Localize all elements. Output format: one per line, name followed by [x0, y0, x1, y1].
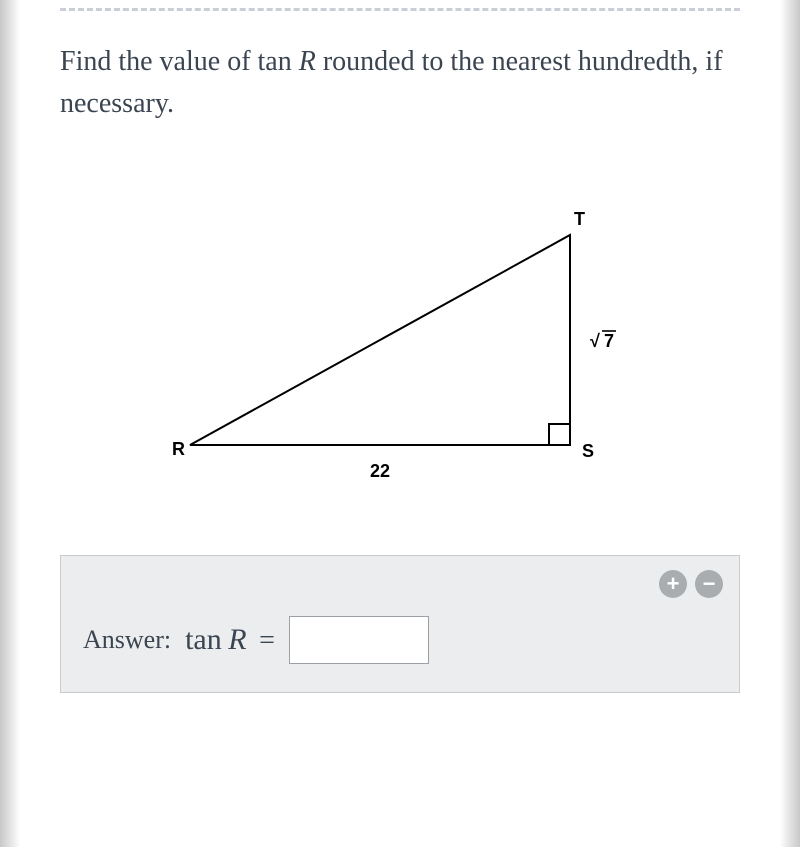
- triangle-shape: [190, 235, 570, 445]
- question-text: Find the value of tan R rounded to the n…: [60, 41, 740, 125]
- vertex-T-label: T: [574, 209, 585, 229]
- section-divider: [60, 8, 740, 11]
- svg-text:√: √: [590, 331, 600, 351]
- triangle-figure: R T S 22 √ 7: [150, 165, 650, 505]
- side-RS-label: 22: [370, 461, 390, 481]
- answer-box: + − Answer: tan R =: [60, 555, 740, 693]
- right-angle-marker: [549, 424, 570, 445]
- answer-equals: =: [259, 625, 275, 656]
- answer-line: Answer: tan R =: [83, 616, 717, 664]
- answer-fn: tan: [185, 623, 222, 656]
- answer-label: Answer:: [83, 625, 171, 655]
- vertex-S-label: S: [582, 441, 594, 461]
- question-var: R: [299, 46, 316, 77]
- minus-icon[interactable]: −: [695, 570, 723, 598]
- question-prefix: Find the value of: [60, 46, 258, 77]
- zoom-controls: + −: [659, 570, 723, 598]
- side-TS-label: √ 7: [590, 331, 616, 351]
- answer-input[interactable]: [289, 616, 429, 664]
- vertex-R-label: R: [172, 439, 185, 459]
- question-fn: tan: [258, 46, 292, 77]
- answer-var: R: [228, 623, 246, 656]
- plus-icon[interactable]: +: [659, 570, 687, 598]
- svg-text:7: 7: [604, 331, 614, 351]
- problem-page: Find the value of tan R rounded to the n…: [20, 0, 780, 847]
- figure-container: R T S 22 √ 7: [60, 165, 740, 505]
